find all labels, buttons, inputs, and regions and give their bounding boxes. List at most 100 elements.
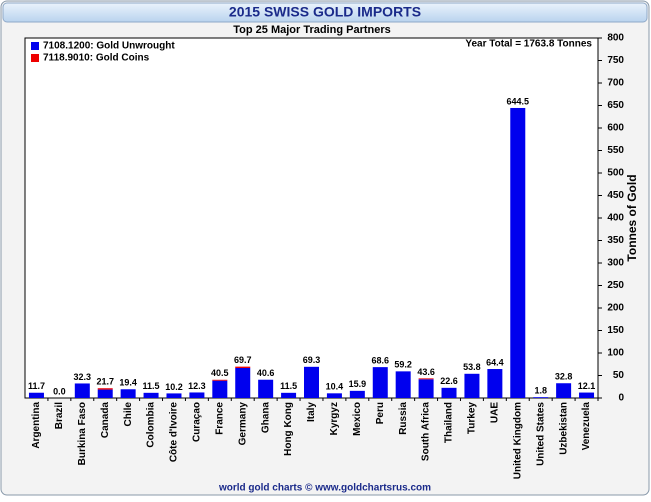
- bar-segment: [166, 393, 182, 398]
- bar-segment: [556, 383, 572, 398]
- value-label: 69.7: [234, 355, 252, 365]
- bar-segment: [281, 392, 297, 398]
- y-tick-label: 400: [607, 213, 624, 224]
- x-tick-label: Canada: [100, 402, 111, 439]
- value-label: 43.6: [417, 367, 435, 377]
- value-label: 0.0: [53, 386, 66, 396]
- x-tick-label: Curaçao: [192, 402, 203, 442]
- value-label: 32.8: [555, 372, 573, 382]
- value-label: 53.8: [463, 362, 481, 372]
- legend-swatch: [31, 42, 39, 50]
- x-tick-label: South Africa: [421, 402, 432, 462]
- bar-segment: [349, 390, 365, 398]
- value-label: 40.5: [211, 368, 229, 378]
- y-tick-label: 550: [607, 145, 624, 156]
- bar-segment: [304, 366, 319, 398]
- x-tick-label: Turkey: [467, 402, 478, 434]
- x-tick-label: Uzbekistan: [558, 402, 569, 455]
- value-label: 644.5: [507, 96, 530, 106]
- annotation: Year Total = 1763.8 Tonnes: [465, 39, 592, 50]
- x-tick-label: UAE: [490, 402, 501, 423]
- bar-segment: [189, 392, 205, 398]
- x-tick-label: Venezuela: [581, 402, 592, 451]
- y-tick-label: 500: [607, 168, 624, 179]
- y-tick-label: 250: [607, 280, 624, 291]
- legend-swatch: [31, 54, 39, 62]
- value-label: 69.3: [303, 355, 321, 365]
- value-label: 59.2: [394, 360, 412, 370]
- value-label: 1.8: [534, 386, 547, 396]
- bar-segment: [120, 389, 136, 398]
- y-tick-label: 150: [607, 325, 624, 336]
- x-tick-label: Côte d'Ivoire: [169, 402, 180, 463]
- x-tick-label: Germany: [237, 402, 248, 446]
- bar-segment: [97, 389, 113, 398]
- y-axis-label: Tonnes of Gold: [625, 174, 639, 261]
- x-tick-label: Russia: [398, 402, 409, 435]
- bar-segment: [372, 367, 388, 398]
- plot-area: [24, 37, 599, 399]
- y-tick-label: 650: [607, 100, 624, 111]
- x-tick-label: Thailand: [444, 402, 455, 443]
- value-label: 12.1: [578, 381, 596, 391]
- x-tick-label: Peru: [375, 402, 386, 424]
- y-tick-label: 100: [607, 348, 624, 359]
- x-tick-label: Ghana: [260, 402, 271, 434]
- bar-segment: [326, 393, 342, 398]
- value-label: 21.7: [96, 377, 114, 387]
- x-tick-label: Burkina Faso: [77, 402, 88, 465]
- bar-segment: [441, 387, 457, 398]
- value-label: 68.6: [371, 356, 389, 366]
- value-label: 12.3: [188, 381, 206, 391]
- bar-segment: [235, 366, 251, 368]
- value-label: 10.4: [326, 382, 344, 392]
- y-tick-label: 0: [618, 393, 624, 404]
- x-tick-label: Kyrgyz: [329, 402, 340, 435]
- y-tick-label: 600: [607, 123, 624, 134]
- bar-segment: [258, 379, 274, 398]
- bar-segment: [510, 107, 526, 398]
- value-label: 11.5: [280, 381, 297, 391]
- bar-segment: [418, 379, 434, 398]
- x-tick-label: Italy: [306, 402, 317, 422]
- value-label: 40.6: [257, 368, 275, 378]
- value-label: 11.7: [28, 381, 45, 391]
- chart-title: 2015 SWISS GOLD IMPORTS: [229, 4, 421, 20]
- x-tick-label: France: [214, 402, 225, 435]
- y-tick-label: 450: [607, 190, 624, 201]
- value-label: 64.4: [486, 357, 504, 367]
- x-tick-label: Colombia: [146, 402, 157, 448]
- x-tick-label: Mexico: [352, 402, 363, 436]
- value-label: 32.3: [74, 372, 92, 382]
- bar-segment: [464, 373, 480, 398]
- value-label: 19.4: [119, 378, 137, 388]
- bar-segment: [212, 380, 228, 398]
- value-label: 22.6: [440, 376, 458, 386]
- x-tick-label: United States: [535, 402, 546, 466]
- bar-segment: [28, 392, 44, 398]
- bar-segment: [533, 397, 549, 398]
- chart-subtitle: Top 25 Major Trading Partners: [233, 24, 391, 36]
- x-tick-label: Hong Kong: [283, 402, 294, 456]
- bar-segment: [418, 378, 434, 380]
- bar-segment: [395, 371, 411, 398]
- value-label: 15.9: [349, 379, 367, 389]
- bar-segment: [487, 369, 503, 398]
- y-tick-label: 800: [607, 33, 624, 44]
- y-tick-label: 200: [607, 303, 624, 314]
- y-tick-label: 700: [607, 78, 624, 89]
- bar-segment: [143, 392, 159, 398]
- x-tick-label: Chile: [123, 402, 134, 427]
- bar-segment: [235, 367, 251, 398]
- legend-label: 7108.1200: Gold Unwrought: [43, 41, 175, 52]
- y-tick-label: 350: [607, 235, 624, 246]
- x-tick-label: Brazil: [54, 402, 65, 429]
- y-tick-label: 750: [607, 55, 624, 66]
- title-bar: [2, 2, 648, 23]
- bar-segment: [97, 388, 113, 390]
- value-label: 10.2: [165, 382, 183, 392]
- value-label: 11.5: [143, 381, 160, 391]
- legend-label: 7118.9010: Gold Coins: [43, 53, 150, 64]
- y-tick-label: 300: [607, 258, 624, 269]
